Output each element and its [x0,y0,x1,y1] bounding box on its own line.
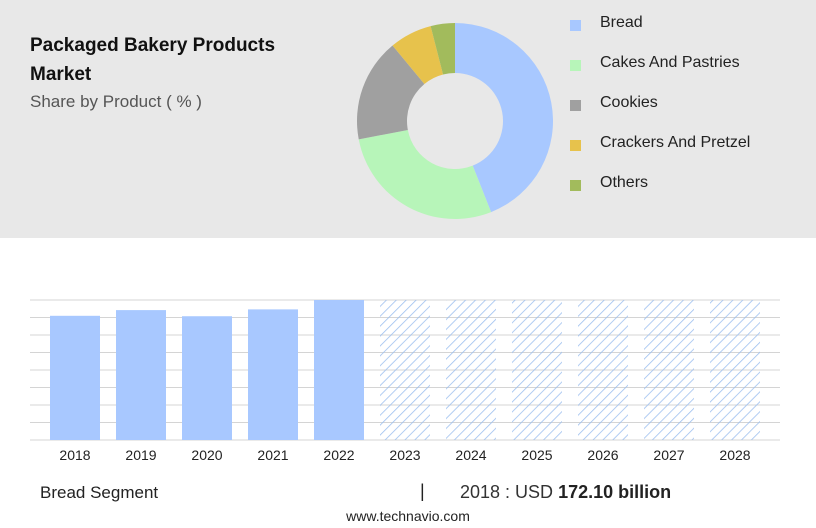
forecast-bar-2023 [380,300,430,440]
bar-2018 [50,315,100,440]
x-tick-label: 2022 [323,447,354,463]
legend-label: Crackers And Pretzel [600,134,751,151]
donut-slice-bread [455,23,554,213]
legend-label: Bread [600,14,643,31]
forecast-bar-2026 [578,300,628,440]
bar-2022 [314,300,364,440]
x-tick-label: 2027 [653,447,684,463]
legend-label: Cakes And Pastries [600,54,740,71]
bar-2021 [248,309,298,440]
bar-chart: 2018 2019 2020 2021 2022 2023 2024 2025 2026 2027… [30,299,780,463]
footer-separator: | [420,481,425,501]
donut-slice-others [430,23,455,75]
x-tick-label: 2021 [257,447,288,463]
bar-2019 [116,310,166,440]
x-tick-label: 2026 [587,447,618,463]
donut-slice-cakes-and-pastries [358,129,492,219]
donut-chart [357,23,554,219]
donut-slice-cookies [357,45,425,140]
x-tick-label: 2028 [719,447,750,463]
base-year-amount: 172.10 billion [558,482,672,502]
base-year-value: 2018 : USD 172.10 billion [460,482,671,503]
x-tick-label: 2019 [125,447,156,463]
legend-label: Others [600,174,649,191]
forecast-bar-2028 [710,300,760,440]
legend-swatch [570,180,581,191]
x-tick-label: 2020 [191,447,222,463]
segment-label: Bread Segment [40,483,159,502]
bar-2020 [182,316,232,440]
legend-label: Cookies [600,94,658,111]
forecast-bar-2024 [446,300,496,440]
x-tick-label: 2025 [521,447,552,463]
x-tick-label: 2023 [389,447,420,463]
forecast-bar-2027 [644,300,694,440]
legend-swatch [570,20,581,31]
x-tick-label: 2018 [59,447,90,463]
website-link[interactable]: www.technavio.com [346,508,470,524]
base-year-prefix: 2018 : USD [460,482,554,502]
forecast-bar-2025 [512,300,562,440]
x-tick-label: 2024 [455,447,486,463]
chart-title: Packaged Bakery Products Market [30,35,276,85]
donut-slice-crackers-and-pretzel [392,26,444,85]
legend-swatch [570,100,581,111]
legend-swatch [570,60,581,71]
legend-swatch [570,140,581,151]
chart-subtitle: Share by Product ( % ) [30,92,202,111]
